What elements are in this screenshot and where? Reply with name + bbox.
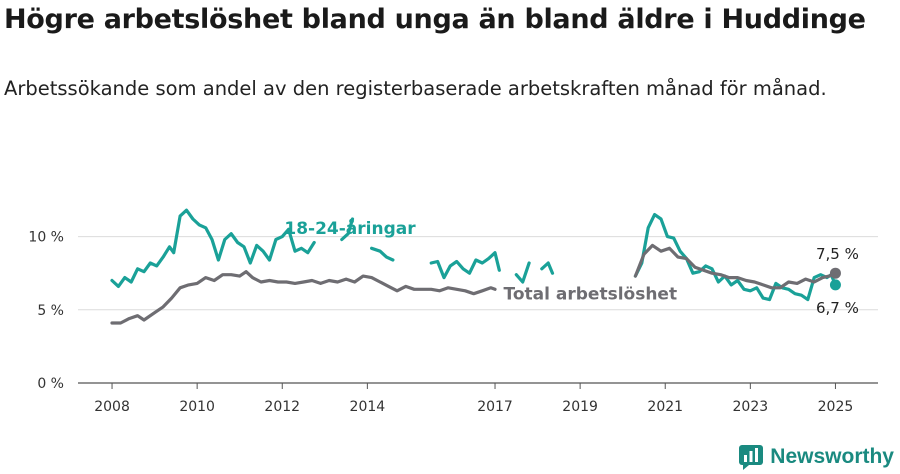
youth-line-segment [340, 217, 355, 242]
y-tick-label: 5 % [37, 303, 64, 319]
x-tick-label: 2008 [94, 399, 130, 415]
youth-line-segment [370, 246, 395, 262]
y-tick-label: 10 % [28, 230, 64, 246]
x-tick-label: 2017 [477, 399, 513, 415]
youth-end-point [829, 279, 841, 291]
x-tick-label: 2010 [179, 399, 215, 415]
newsworthy-logo-icon [739, 445, 764, 470]
x-tick-label: 2014 [350, 399, 386, 415]
total-end-point [829, 267, 841, 279]
x-tick-label: 2021 [647, 399, 683, 415]
series-labels: Total arbetslöshet 18-24-åringar 7,5 % 6,7 … [284, 217, 859, 317]
youth-line-segment [110, 208, 316, 288]
series-lines [110, 208, 841, 325]
newsworthy-brand: Newsworthy [738, 444, 894, 470]
y-tick-label: 0 % [37, 376, 64, 392]
x-axis-ticks: 2008 2010 2012 2014 2017 2019 2021 2023 2025 [94, 383, 853, 415]
youth-line-segment [540, 261, 555, 275]
x-tick-label: 2025 [818, 399, 854, 415]
x-tick-label: 2023 [733, 399, 769, 415]
x-tick-label: 2012 [264, 399, 300, 415]
youth-line-segment [633, 213, 837, 302]
total-end-label: 7,5 % [816, 245, 859, 263]
youth-series-label: 18-24-åringar [284, 217, 416, 239]
total-line-segment [110, 270, 497, 325]
chart-title: Högre arbetslöshet bland unga än bland ä… [4, 4, 866, 35]
x-tick-label: 2019 [562, 399, 598, 415]
youth-end-label: 6,7 % [816, 299, 859, 317]
chart-subtitle: Arbetssökande som andel av den registerb… [4, 77, 827, 100]
brand-name: Newsworthy [770, 445, 894, 468]
youth-line-segment [514, 261, 531, 284]
total-series-label: Total arbetslöshet [504, 285, 678, 305]
youth-line-segment [429, 251, 501, 280]
gridlines [78, 236, 878, 384]
y-axis-ticks: 0 % 5 % 10 % [28, 230, 64, 392]
total-line-segment [633, 243, 837, 290]
